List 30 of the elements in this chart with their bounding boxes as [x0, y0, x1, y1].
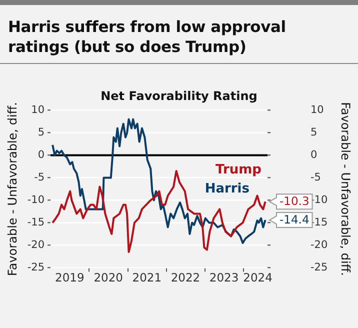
y-tick-label: -10: [27, 194, 45, 206]
y-tick-label: -15: [27, 216, 45, 228]
y-tick-label: 10: [31, 104, 45, 116]
y-tick-label: 5: [38, 126, 45, 139]
y-tick-label: -25: [27, 261, 45, 274]
chart-subtitle: Net Favorability Rating: [100, 89, 258, 104]
y-tick-label: -5: [34, 171, 45, 184]
y-tick-label: -20: [27, 238, 45, 251]
x-tick-label: 2024: [243, 270, 272, 285]
x-tick-label: 2019: [55, 270, 84, 285]
y2-tick-label: 10: [310, 104, 324, 116]
y2-tick-label: -10: [310, 194, 328, 206]
y2-tick-label: -15: [310, 216, 328, 228]
series-label: Harris: [204, 182, 250, 197]
y2-tick-label: -25: [310, 261, 328, 274]
y2-tick-label: 0: [310, 149, 318, 162]
y-tick-label: 0: [38, 149, 45, 162]
y-axis-title: Favorable - Unfavorable, diff.: [5, 102, 20, 276]
data-label: -14.4: [280, 212, 310, 227]
y2-tick-label: -20: [310, 238, 328, 251]
x-tick-label: 2020: [94, 270, 123, 285]
chart-title: Harris suffers from low approval ratings (but so does Trump): [0, 5, 358, 64]
x-tick-label: 2022: [170, 270, 200, 285]
x-tick-label: 2021: [132, 270, 162, 285]
series-label: Trump: [216, 162, 262, 178]
y2-axis-title: Favorable - Unfavorable, diff.: [338, 102, 353, 276]
data-label: -10.3: [280, 194, 310, 208]
x-tick-label: 2023: [209, 270, 239, 285]
y2-tick-label: 5: [310, 126, 318, 139]
y2-tick-label: -5: [310, 171, 321, 184]
